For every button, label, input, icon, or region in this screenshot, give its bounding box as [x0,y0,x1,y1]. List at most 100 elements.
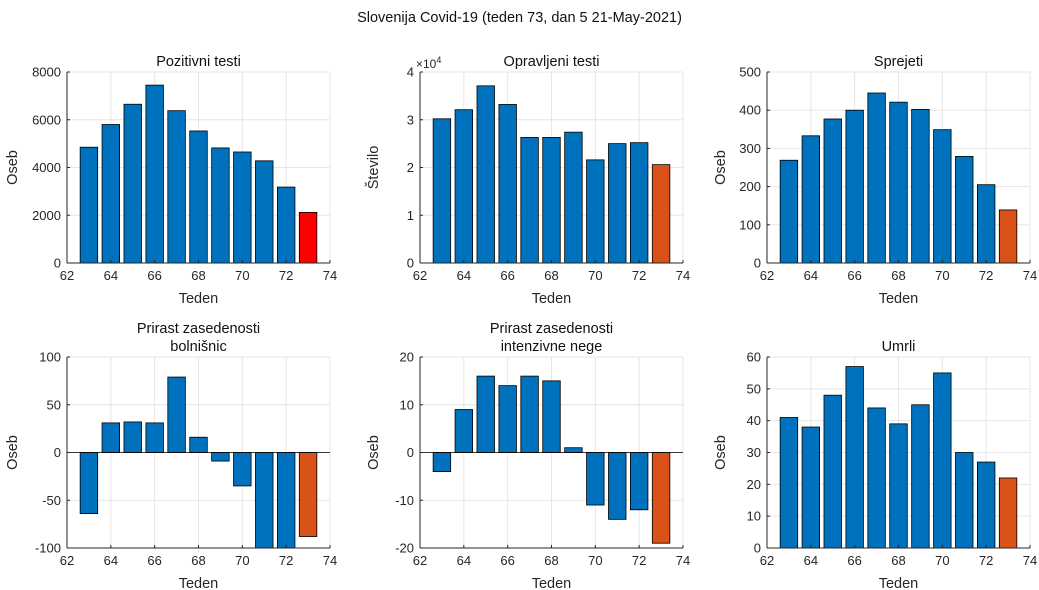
x-tick-label: 72 [979,268,993,283]
x-tick-label: 72 [279,553,293,568]
bar [433,453,451,472]
bar [890,102,908,263]
y-tick-label: 20 [400,350,414,365]
x-axis-label: Teden [532,291,572,307]
y-exponent-label: ×104 [416,55,441,71]
bar [277,187,295,263]
x-tick-label: 72 [279,268,293,283]
x-tick-label: 74 [676,553,690,568]
bar [824,119,842,263]
y-axis-label: Število [365,146,382,190]
y-axis-label: Oseb [5,435,21,470]
x-tick-label: 62 [760,268,774,283]
x-tick-label: 64 [457,268,471,283]
x-tick-label: 64 [104,553,118,568]
bar [780,160,798,263]
bar [277,453,295,549]
bar [868,93,886,263]
subplot-title: Sprejeti [874,54,923,70]
bar [587,453,605,506]
x-tick-label: 74 [676,268,690,283]
bar [234,152,252,263]
bar [168,377,186,452]
bar [955,156,973,263]
subplot-3: 62 64 66 68 70 72 74 0 100 200 300 400 500 Teden Oseb S… [713,54,1037,307]
bar [212,148,230,263]
bar [565,448,583,453]
x-tick-label: 68 [191,553,205,568]
bar [102,125,120,263]
bar [912,405,930,548]
y-tick-label: 100 [39,350,61,365]
y-tick-label: 500 [739,65,761,80]
bar [802,136,820,263]
y-tick-label: 0 [407,445,414,460]
y-tick-label: 6000 [32,112,61,127]
subplot-title: Pozitivni testi [156,54,241,70]
bar [80,453,98,514]
bar [565,132,583,263]
x-tick-label: 62 [760,553,774,568]
y-tick-label: -10 [395,493,414,508]
bar [190,437,208,452]
x-tick-label: 68 [891,553,905,568]
bar [543,381,561,453]
bar [455,410,473,453]
bar [824,395,842,548]
x-tick-label: 74 [1023,553,1037,568]
bar [630,453,648,510]
x-tick-label: 70 [235,553,249,568]
y-tick-label: 0 [407,256,414,271]
bar [999,210,1017,263]
bar [124,104,142,263]
bar [190,131,208,263]
x-tick-label: 66 [500,553,514,568]
subplot-1: 62 64 66 68 70 72 74 0 2000 4000 6000 8000 Teden Oseb… [5,54,337,307]
bar [102,423,120,453]
y-tick-label: 4 [407,65,414,80]
bar [999,478,1017,548]
y-tick-label: -100 [35,541,61,556]
bar [255,161,273,263]
bar [608,144,626,263]
bar [477,376,495,452]
y-tick-label: 2 [407,160,414,175]
y-tick-label: 2000 [32,208,61,223]
y-axis-label: Oseb [713,150,729,185]
x-tick-label: 64 [104,268,118,283]
x-tick-label: 70 [588,268,602,283]
x-tick-label: 72 [979,553,993,568]
bar [934,373,952,548]
x-tick-label: 68 [544,553,558,568]
bar [124,422,142,453]
x-tick-label: 74 [323,268,337,283]
x-tick-label: 70 [935,268,949,283]
bar [234,453,252,486]
y-tick-label: 50 [47,397,61,412]
bar [255,453,273,549]
x-tick-label: 64 [804,553,818,568]
bar [780,417,798,548]
y-tick-label: 0 [754,256,761,271]
subplot-2: 62 64 66 68 70 72 7401234TedenŠtevilo×104 Oprav… [365,54,690,307]
bar [212,453,230,462]
x-tick-label: 68 [544,268,558,283]
y-tick-label: 0 [754,541,761,556]
bar [846,110,864,263]
subplot-title: Opravljeni testi [504,54,600,70]
bar [299,453,317,537]
bar [630,143,648,263]
y-tick-label: -50 [42,493,61,508]
bar [80,147,98,263]
subplot-title: bolnišnic [170,339,226,355]
y-tick-label: -20 [395,541,414,556]
x-tick-label: 66 [147,553,161,568]
bar [587,160,605,263]
y-tick-label: 10 [400,397,414,412]
bars [780,93,1017,263]
x-tick-label: 72 [632,553,646,568]
x-tick-label: 74 [1023,268,1037,283]
bar [499,386,517,453]
subplot-title: intenzivne nege [501,339,603,355]
x-tick-label: 62 [60,553,74,568]
